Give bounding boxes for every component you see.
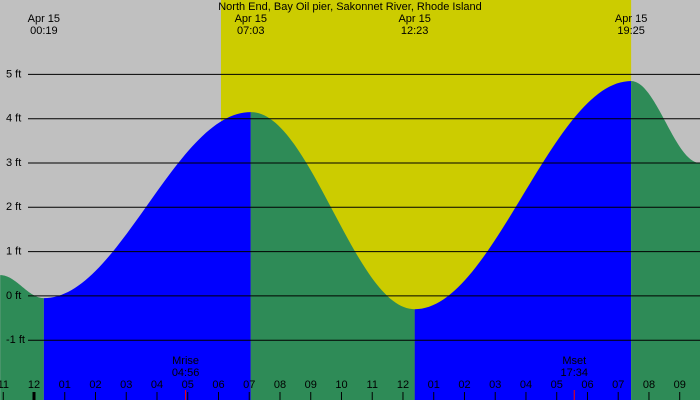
x-tick-label: 10 (335, 379, 347, 391)
x-tick-label: 11 (367, 379, 378, 391)
y-tick-label: 5 ft (6, 68, 21, 80)
x-tick-label: 03 (120, 379, 132, 391)
y-tick-label: 1 ft (6, 246, 21, 258)
y-tick-label: 3 ft (6, 157, 21, 169)
x-tick-label: 06 (581, 379, 593, 391)
x-tick-label: 01 (59, 379, 71, 391)
x-tick-label: 07 (243, 379, 255, 391)
tide-area (43, 112, 251, 400)
y-tick-label: 0 ft (6, 290, 21, 302)
x-tick-label: 09 (305, 379, 317, 391)
x-tick-label: 02 (458, 379, 470, 391)
tide-area (250, 112, 415, 400)
tide-area (631, 81, 700, 400)
moon-time: 17:34 (560, 367, 588, 379)
x-tick-label: 06 (212, 379, 224, 391)
chart-title: North End, Bay Oil pier, Sakonnet River,… (218, 1, 482, 13)
tide-time: 12:23 (401, 25, 429, 37)
x-tick-label: 07 (612, 379, 624, 391)
x-tick-label: 01 (428, 379, 440, 391)
x-tick-label: 05 (182, 379, 194, 391)
x-tick-label: 04 (520, 379, 532, 391)
x-tick-label: 02 (89, 379, 101, 391)
tide-date: Apr 15 (398, 13, 430, 25)
moon-label: Mset (562, 355, 586, 367)
tide-date: Apr 15 (28, 13, 60, 25)
tide-area (414, 81, 632, 400)
tide-date: Apr 15 (235, 13, 267, 25)
x-tick-label: 09 (674, 379, 686, 391)
x-tick-label: 12 (28, 379, 40, 391)
x-tick-label: 03 (489, 379, 501, 391)
tide-date: Apr 15 (615, 13, 647, 25)
x-tick-label: 04 (151, 379, 163, 391)
x-tick-label: 08 (274, 379, 286, 391)
y-tick-label: 4 ft (6, 113, 21, 125)
tide-time: 19:25 (617, 25, 645, 37)
tide-time: 07:03 (237, 25, 265, 37)
tide-time: 00:19 (30, 25, 58, 37)
x-tick-label: 12 (397, 379, 409, 391)
x-tick-label: 08 (643, 379, 655, 391)
x-tick-label: 05 (551, 379, 563, 391)
y-tick-label: -1 ft (6, 334, 25, 346)
y-tick-label: 2 ft (6, 201, 21, 213)
moon-time: 04:56 (172, 367, 200, 379)
moon-label: Mrise (172, 355, 199, 367)
tide-area (0, 275, 44, 400)
x-tick-label: 11 (0, 379, 9, 391)
